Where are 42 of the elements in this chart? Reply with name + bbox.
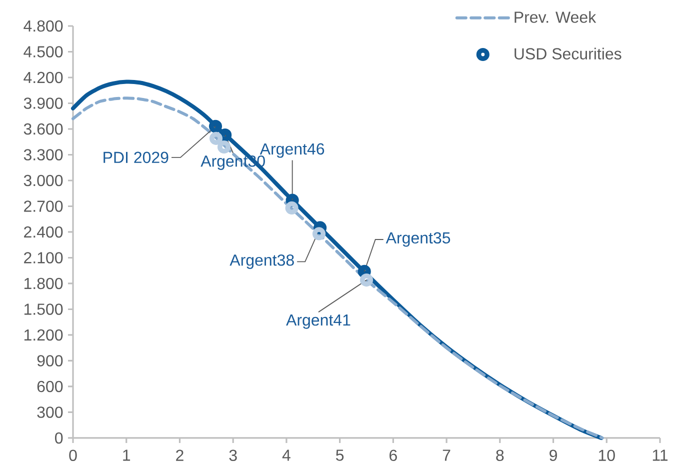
- x-tick-label: 1: [123, 450, 130, 461]
- point: [217, 140, 231, 154]
- y-tick-label: 1.500: [24, 304, 63, 315]
- y-tick-label: 1.200: [24, 329, 63, 341]
- y-tick-label: 2.100: [24, 252, 63, 264]
- point: [360, 274, 374, 287]
- x-tick-label: 2: [176, 450, 184, 461]
- point: [209, 132, 223, 145]
- y-tick-label: 300: [37, 406, 63, 418]
- y-tick-label: 0: [55, 432, 63, 444]
- x-tick-label: 10: [598, 450, 615, 462]
- y-tick-label: 3.900: [24, 98, 63, 109]
- legend-label: Prev. Week: [514, 11, 596, 23]
- y-tick-label: 2.400: [24, 226, 63, 238]
- y-tick-label: 3.000: [24, 174, 63, 186]
- x-tick-label: 8: [496, 450, 504, 462]
- annotation: PDI 2029: [104, 152, 168, 164]
- x-tick-label: 0: [69, 450, 77, 462]
- point: [285, 201, 298, 214]
- annotation: Argent41: [286, 314, 350, 329]
- annotation: Argent46: [260, 143, 324, 158]
- y-tick-label: 2.700: [24, 200, 63, 212]
- y-tick-label: 600: [37, 380, 63, 392]
- y-tick-label: 900: [37, 355, 63, 366]
- x-tick-label: 6: [390, 450, 397, 462]
- legend-label: USD Securities: [514, 48, 622, 60]
- point: [312, 227, 326, 240]
- x-tick-label: 7: [442, 450, 450, 461]
- annotation: Argent38: [230, 254, 294, 269]
- x-tick-label: 9: [550, 450, 557, 462]
- y-tick-label: 4.200: [24, 72, 63, 84]
- point: [208, 120, 222, 133]
- y-tick-label: 4.800: [24, 20, 63, 32]
- y-tick-label: 3.600: [24, 123, 63, 135]
- annotation: Argent35: [386, 232, 450, 247]
- x-tick-label: 4: [282, 450, 290, 461]
- y-tick-label: 4.500: [24, 46, 63, 58]
- x-tick-label: 5: [336, 450, 344, 461]
- y-tick-label: 1.800: [24, 278, 63, 290]
- x-tick-label: 11: [652, 450, 668, 461]
- y-tick-label: 3.300: [24, 149, 63, 160]
- x-tick-label: 3: [229, 450, 237, 462]
